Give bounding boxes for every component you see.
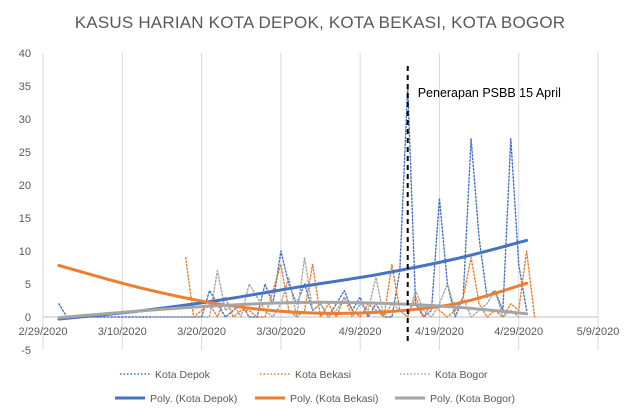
- legend-label: Kota Depok: [155, 369, 211, 381]
- series-line-poly-kota-bogor: [57, 300, 529, 320]
- legend-item-kota-bogor: Kota Bogor: [400, 369, 488, 381]
- legend-item-poly-kota-bekasi: Poly. (Kota Bekasi): [255, 393, 379, 405]
- x-tick-label: 4/9/2020: [339, 326, 382, 338]
- x-tick-label: 2/29/2020: [19, 326, 68, 338]
- y-tick-label: 35: [19, 81, 31, 93]
- y-tick-label: 5: [25, 279, 31, 291]
- legend-item-poly-kota-depok: Poly. (Kota Depok): [115, 393, 237, 405]
- legend-label: Kota Bekasi: [295, 369, 351, 381]
- y-tick-label: 30: [19, 114, 31, 126]
- y-tick-label: 10: [19, 246, 31, 258]
- y-tick-label: 0: [25, 312, 31, 324]
- x-tick-label: 3/10/2020: [98, 326, 147, 338]
- y-tick-label: 20: [19, 180, 31, 192]
- y-axis-ticks: -5 0 5 10 15 20 25 30 35 40: [19, 48, 31, 357]
- legend-label: Kota Bogor: [435, 369, 488, 381]
- series-line-kota-depok: [58, 85, 528, 318]
- y-tick-label: -5: [21, 345, 31, 357]
- series-layer: [57, 85, 536, 321]
- x-tick-label: 3/20/2020: [177, 326, 226, 338]
- x-tick-label: 4/19/2020: [415, 326, 464, 338]
- legend-item-kota-depok: Kota Depok: [120, 369, 211, 381]
- legend: Kota Depok Kota Bekasi Kota Bogor Poly. (Ko…: [115, 369, 515, 405]
- x-axis-ticks: 2/29/2020 3/10/2020 3/20/2020 3/30/2020 4/9/…: [19, 326, 620, 338]
- legend-label: Poly. (Kota Bekasi): [290, 393, 379, 405]
- x-tick-label: 4/29/2020: [494, 326, 543, 338]
- legend-item-kota-bekasi: Kota Bekasi: [260, 369, 351, 381]
- chart-title: KASUS HARIAN KOTA DEPOK, KOTA BEKASI, KO…: [75, 13, 565, 32]
- y-tick-label: 40: [19, 48, 31, 60]
- annotation: Penerapan PSBB 15 April: [406, 66, 561, 342]
- legend-label: Poly. (Kota Depok): [150, 393, 237, 405]
- legend-label: Poly. (Kota Bogor): [430, 393, 515, 405]
- legend-item-poly-kota-bogor: Poly. (Kota Bogor): [395, 393, 515, 405]
- series-line-poly-kota-bekasi: [57, 264, 529, 315]
- series-line-kota-bekasi: [185, 250, 536, 318]
- x-tick-label: 3/30/2020: [256, 326, 305, 338]
- y-tick-label: 15: [19, 213, 31, 225]
- psbb-annotation-label: Penerapan PSBB 15 April: [418, 86, 561, 100]
- y-tick-label: 25: [19, 147, 31, 159]
- x-tick-label: 5/9/2020: [577, 326, 620, 338]
